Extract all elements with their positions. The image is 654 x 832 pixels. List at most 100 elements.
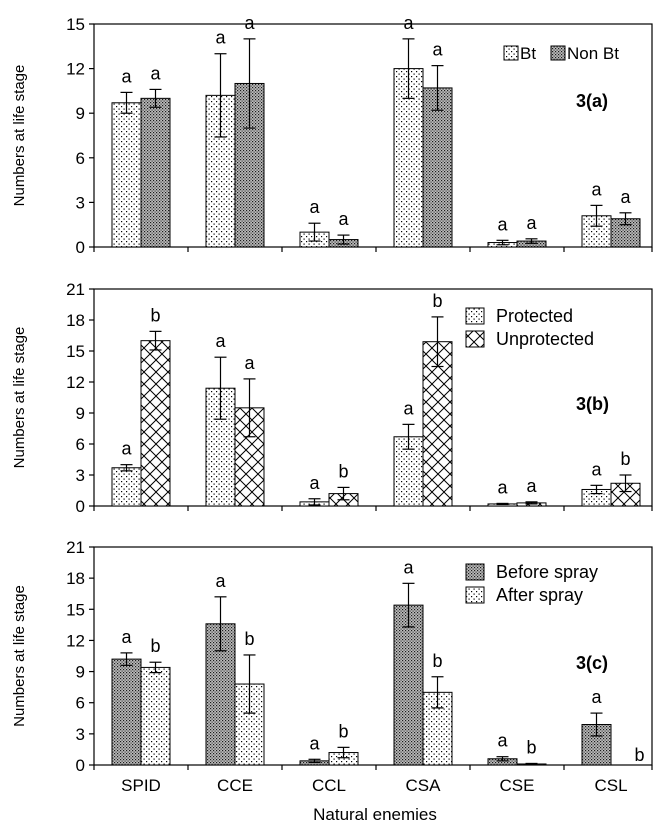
x-axis-title: Natural enemies <box>313 805 437 824</box>
y-tick-label: 12 <box>66 373 85 392</box>
x-tick-label: CCL <box>312 776 346 795</box>
legend: Bt Non Bt <box>503 44 619 63</box>
y-tick-label: 3 <box>76 193 85 212</box>
bar-CSA-2 <box>422 341 453 507</box>
significance-letter: a <box>526 476 537 496</box>
y-tick-label: 6 <box>76 435 85 454</box>
y-tick-label: 12 <box>66 60 85 79</box>
legend-swatch-2 <box>465 330 485 348</box>
x-tick-label: CCE <box>217 776 253 795</box>
x-tick-label: SPID <box>121 776 161 795</box>
significance-letter: b <box>338 461 348 481</box>
y-tick-label: 0 <box>76 756 85 775</box>
significance-letter: a <box>403 13 414 33</box>
legend-label: Before spray <box>496 562 598 582</box>
bar-SPID-2 <box>140 666 171 766</box>
panel-label: 3(c) <box>576 653 608 673</box>
y-tick-label: 0 <box>76 238 85 257</box>
significance-letter: a <box>403 557 414 577</box>
significance-letter: a <box>244 13 255 33</box>
significance-letter: b <box>338 721 348 741</box>
y-tick-label: 0 <box>76 497 85 516</box>
y-tick-label: 21 <box>66 538 85 557</box>
y-tick-label: 15 <box>66 600 85 619</box>
significance-letter: b <box>150 305 160 325</box>
significance-letter: a <box>121 66 132 86</box>
significance-letter: a <box>215 571 226 591</box>
significance-letter: a <box>432 40 443 60</box>
y-tick-label: 9 <box>76 663 85 682</box>
y-tick-label: 18 <box>66 311 85 330</box>
significance-letter: b <box>432 651 442 671</box>
legend-swatch-1 <box>465 563 485 581</box>
y-tick-label: 3 <box>76 466 85 485</box>
y-tick-label: 21 <box>66 280 85 299</box>
legend-swatch-bt <box>503 45 519 61</box>
bar-SPID-1 <box>111 467 142 507</box>
y-tick-label: 15 <box>66 342 85 361</box>
plot-frame <box>93 288 653 507</box>
significance-letter: a <box>526 213 537 233</box>
significance-letter: a <box>150 63 161 83</box>
legend: Before spray After spray <box>465 562 598 605</box>
bar-CSA-2 <box>422 87 453 248</box>
plot-frame <box>93 546 653 766</box>
significance-letter: b <box>244 629 254 649</box>
significance-letter: b <box>432 291 442 311</box>
significance-letter: a <box>620 187 631 207</box>
legend-label: After spray <box>496 585 583 605</box>
significance-letter: a <box>497 477 508 497</box>
legend-swatch-1 <box>465 307 485 325</box>
significance-letter: a <box>591 179 602 199</box>
significance-letter: b <box>526 737 536 757</box>
significance-letter: a <box>121 627 132 647</box>
significance-letter: a <box>403 398 414 418</box>
legend: Protected Unprotected <box>465 306 594 349</box>
significance-letter: a <box>497 731 508 751</box>
significance-letter: b <box>620 449 630 469</box>
y-axis-title: Numbers at life stage <box>11 327 28 469</box>
legend-label: Bt <box>520 44 536 63</box>
significance-letter: a <box>591 687 602 707</box>
x-tick-label: CSE <box>500 776 535 795</box>
y-axis-title: Numbers at life stage <box>11 585 28 727</box>
bar-SPID-1 <box>111 658 142 766</box>
significance-letter: a <box>497 214 508 234</box>
significance-letter: a <box>338 209 349 229</box>
significance-letter: a <box>215 28 226 48</box>
significance-letter: b <box>634 745 644 765</box>
panel-label: 3(b) <box>576 394 609 414</box>
legend-label: Unprotected <box>496 329 594 349</box>
significance-letter: a <box>215 331 226 351</box>
x-tick-label: CSL <box>594 776 627 795</box>
y-tick-label: 18 <box>66 569 85 588</box>
y-tick-label: 9 <box>76 404 85 423</box>
significance-letter: a <box>309 733 320 753</box>
bar-CSA-1 <box>393 604 424 766</box>
y-tick-label: 9 <box>76 104 85 123</box>
y-tick-label: 3 <box>76 725 85 744</box>
significance-letter: a <box>121 439 132 459</box>
y-tick-label: 6 <box>76 149 85 168</box>
y-axis-title: Numbers at life stage <box>11 65 28 207</box>
legend-swatch-nonbt <box>550 45 566 61</box>
plot-frame <box>93 23 653 248</box>
significance-letter: a <box>309 473 320 493</box>
legend-label: Non Bt <box>567 44 619 63</box>
y-tick-label: 12 <box>66 631 85 650</box>
x-tick-label: CSA <box>406 776 442 795</box>
significance-letter: a <box>244 353 255 373</box>
bar-SPID-2 <box>140 97 171 248</box>
significance-letter: a <box>591 459 602 479</box>
bar-SPID-2 <box>140 340 171 507</box>
bar-SPID-1 <box>111 102 142 248</box>
significance-letter: a <box>309 197 320 217</box>
legend-label: Protected <box>496 306 573 326</box>
y-tick-label: 6 <box>76 694 85 713</box>
significance-letter: b <box>150 636 160 656</box>
legend-swatch-2 <box>465 586 485 604</box>
